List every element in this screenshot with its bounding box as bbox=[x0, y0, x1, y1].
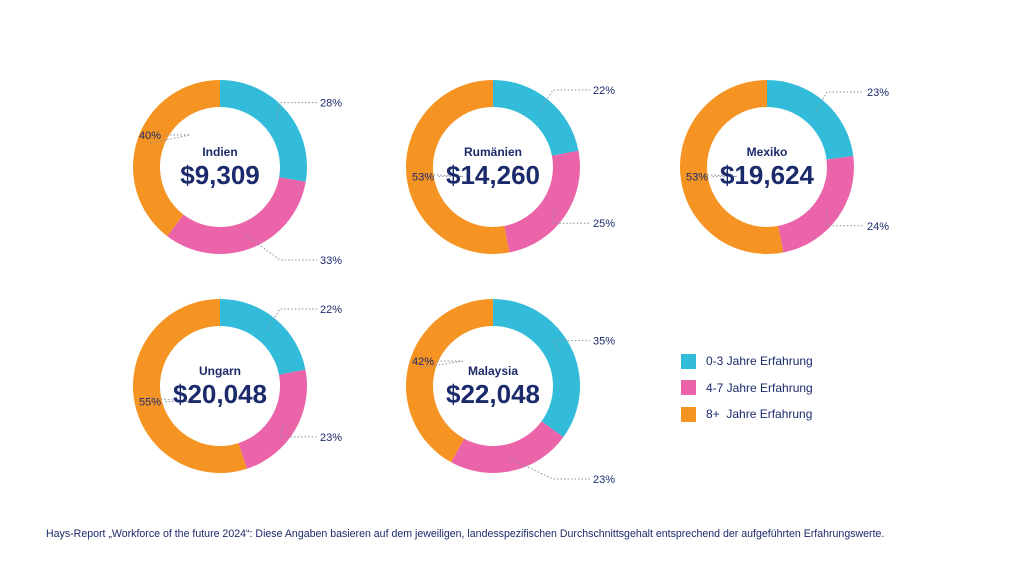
legend-label-0-3: 0-3 Jahre Erfahrung bbox=[706, 354, 813, 369]
legend-swatch-8plus bbox=[681, 406, 696, 422]
leader-line bbox=[146, 397, 191, 403]
legend-swatch-0-3 bbox=[681, 353, 696, 369]
donut-chart-rumänien: 22% 25% 53% Rumänien$14,260 bbox=[406, 80, 615, 254]
leader-line bbox=[552, 340, 590, 353]
leader-line bbox=[552, 208, 590, 224]
salary-amount: $9,309 bbox=[180, 160, 260, 190]
salary-amount: $19,624 bbox=[720, 160, 815, 190]
donut-slice-0-3 bbox=[220, 299, 306, 375]
leader-line bbox=[421, 360, 464, 369]
country-name: Indien bbox=[202, 145, 237, 159]
legend: 0-3 Jahre Erfahrung 4-7 Jahre Erfahrung … bbox=[681, 348, 813, 428]
percent-label-0-3: 22% bbox=[320, 304, 342, 316]
legend-item-4-7: 4-7 Jahre Erfahrung bbox=[681, 375, 813, 402]
donut-slice-8plus bbox=[406, 80, 510, 254]
donut-slice-8plus bbox=[133, 80, 220, 237]
country-name: Ungarn bbox=[199, 364, 241, 378]
donut-chart-ungarn: 22% 23% 55% Ungarn$20,048 bbox=[132, 299, 342, 473]
legend-item-8plus: 8+ Jahre Erfahrung bbox=[681, 401, 813, 428]
salary-amount: $14,260 bbox=[446, 160, 540, 190]
donut-slice-0-3 bbox=[220, 80, 307, 182]
leader-line bbox=[826, 210, 864, 227]
percent-label-4-7: 24% bbox=[867, 221, 889, 233]
percent-label-0-3: 35% bbox=[593, 336, 615, 348]
donut-slice-4-7 bbox=[778, 156, 854, 253]
percent-label-8plus: 42% bbox=[412, 356, 434, 368]
percent-label-4-7: 23% bbox=[320, 432, 342, 444]
country-name: Malaysia bbox=[468, 364, 518, 378]
leader-line bbox=[815, 91, 864, 112]
donut-slice-8plus bbox=[680, 80, 784, 254]
percent-label-8plus: 40% bbox=[139, 130, 161, 142]
salary-amount: $22,048 bbox=[446, 379, 540, 409]
country-name: Mexiko bbox=[747, 145, 788, 159]
legend-label-8plus: 8+ Jahre Erfahrung bbox=[706, 407, 813, 422]
leader-line bbox=[693, 173, 738, 177]
donut-chart-malaysia: 35% 23% 42% Malaysia$22,048 bbox=[406, 299, 615, 486]
percent-label-0-3: 23% bbox=[867, 87, 889, 99]
donut-slice-4-7 bbox=[451, 421, 564, 473]
country-name: Rumänien bbox=[464, 145, 522, 159]
donut-slice-8plus bbox=[406, 299, 493, 463]
percent-label-0-3: 22% bbox=[593, 85, 615, 97]
legend-item-0-3: 0-3 Jahre Erfahrung bbox=[681, 348, 813, 375]
percent-label-4-7: 23% bbox=[593, 474, 615, 486]
donut-slice-4-7 bbox=[504, 150, 580, 253]
donut-slice-0-3 bbox=[767, 80, 854, 160]
legend-label-4-7: 4-7 Jahre Erfahrung bbox=[706, 380, 813, 395]
percent-label-0-3: 28% bbox=[320, 98, 342, 110]
percent-label-8plus: 53% bbox=[686, 171, 708, 183]
percent-label-4-7: 33% bbox=[320, 255, 342, 267]
salary-amount: $20,048 bbox=[173, 379, 267, 409]
leader-line bbox=[266, 308, 317, 330]
donut-chart-indien: 28% 33% 40% Indien$9,309 bbox=[133, 80, 342, 267]
percent-label-8plus: 53% bbox=[412, 171, 434, 183]
donut-slice-0-3 bbox=[493, 80, 579, 156]
donut-slice-4-7 bbox=[238, 369, 307, 469]
donut-slice-8plus bbox=[132, 299, 247, 473]
donut-slice-0-3 bbox=[493, 299, 580, 438]
legend-swatch-4-7 bbox=[681, 380, 696, 396]
donut-chart-mexiko: 23% 24% 53% Mexiko$19,624 bbox=[680, 80, 889, 254]
percent-label-8plus: 55% bbox=[139, 397, 161, 409]
leader-line bbox=[419, 173, 464, 177]
percent-label-4-7: 25% bbox=[593, 218, 615, 230]
leader-line bbox=[539, 89, 590, 111]
leader-line bbox=[279, 423, 317, 438]
donut-slice-4-7 bbox=[167, 177, 306, 255]
footnote: Hays-Report „Workforce of the future 202… bbox=[46, 528, 885, 540]
